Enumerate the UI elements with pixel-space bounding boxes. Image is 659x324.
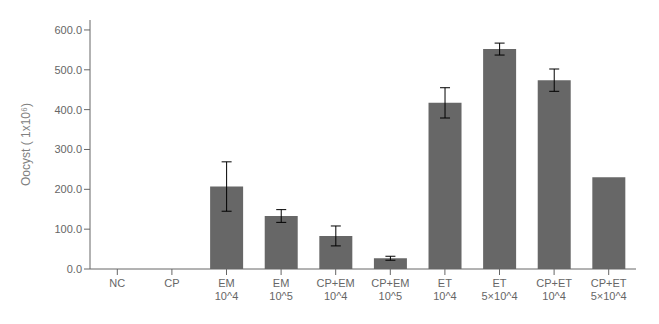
svg-text:400.0: 400.0 [54,104,82,116]
svg-text:EM10^5: EM10^5 [269,277,293,302]
svg-text:Oocyst ( 1x10⁶): Oocyst ( 1x10⁶) [19,103,33,186]
svg-text:0.0: 0.0 [67,263,82,275]
svg-text:NC: NC [109,277,125,289]
svg-text:ET5×10^4: ET5×10^4 [481,277,517,302]
svg-text:100.0: 100.0 [54,223,82,235]
svg-text:500.0: 500.0 [54,64,82,76]
svg-text:CP: CP [164,277,179,289]
svg-text:CP+EM10^5: CP+EM10^5 [371,277,409,302]
svg-text:600.0: 600.0 [54,24,82,36]
svg-text:CP+EM10^4: CP+EM10^4 [317,277,355,302]
svg-text:EM10^4: EM10^4 [215,277,239,302]
svg-text:ET10^4: ET10^4 [433,277,457,302]
svg-text:CP+ET10^4: CP+ET10^4 [536,277,572,302]
svg-text:CP+ET5×10^4: CP+ET5×10^4 [591,277,627,302]
svg-text:200.0: 200.0 [54,183,82,195]
svg-text:300.0: 300.0 [54,143,82,155]
